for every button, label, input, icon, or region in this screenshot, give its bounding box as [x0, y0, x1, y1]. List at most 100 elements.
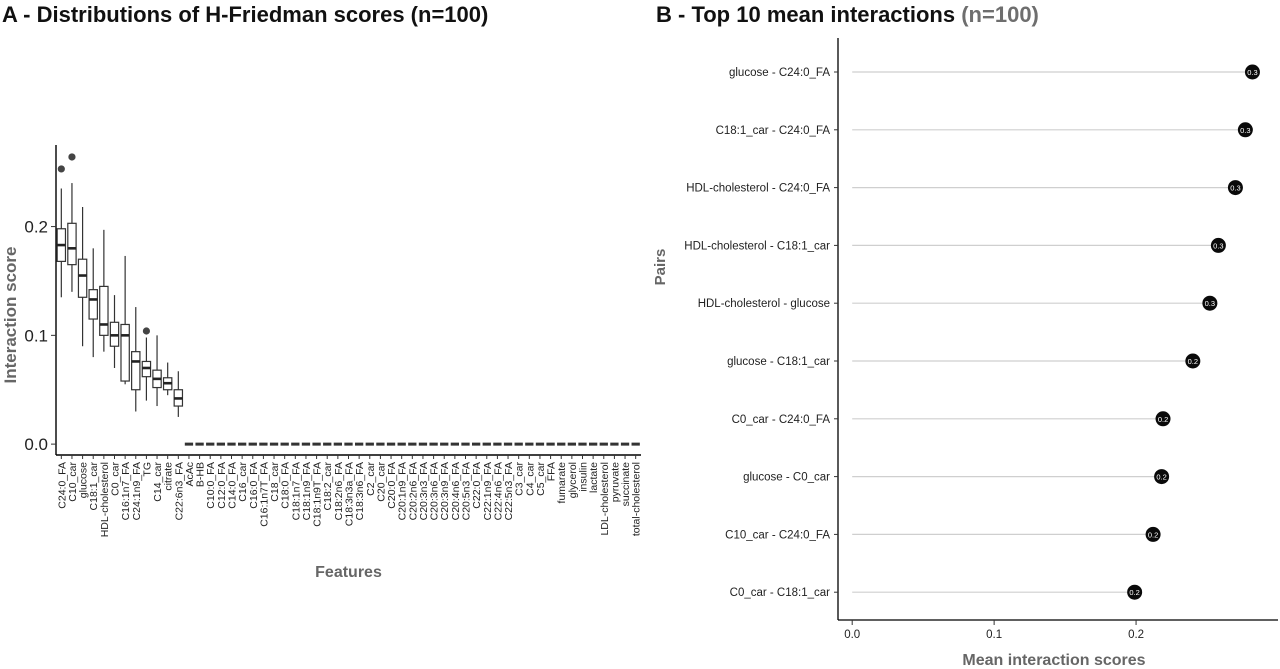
x-tick-label: C20:0_FA	[386, 462, 398, 509]
pair-label: glucose - C24:0_FA	[729, 67, 830, 79]
box-HDL-cholesterol	[99, 229, 109, 352]
x-tick-label: C20_car	[375, 462, 387, 502]
x-tick-label: C22:4n6_FA	[492, 462, 504, 520]
pair-row: C0_car - C24:0_FA 0.2	[732, 411, 1171, 427]
panel-a-title: A - Distributions of H-Friedman scores (…	[2, 2, 489, 27]
pair-label: glucose - C0_car	[743, 472, 830, 484]
x-tick-label: C18:0_FA	[280, 462, 292, 509]
pair-label: C0_car - C24:0_FA	[732, 414, 831, 426]
x-tick-label: C20:2n6_FA	[407, 462, 419, 520]
x-tick-label: C18:1n9T_FA	[312, 462, 324, 527]
pair-row: HDL-cholesterol - glucose 0.3	[698, 295, 1218, 311]
x-tick-label: HDL-cholesterol	[99, 462, 111, 537]
box-iqr	[131, 351, 141, 391]
lollipop-point	[1210, 237, 1226, 253]
x-tick-label: C22:0_FA	[471, 462, 483, 509]
x-tick-label: C24:0_FA	[56, 462, 68, 509]
pair-label: HDL-cholesterol - C18:1_car	[684, 240, 830, 252]
point-label: 0.3	[1213, 241, 1223, 250]
point-label: 0.2	[1188, 357, 1198, 366]
pair-label: HDL-cholesterol - glucose	[698, 298, 830, 310]
x-tick-label: C14:0_FA	[227, 462, 239, 509]
lollipop-point	[1227, 180, 1243, 196]
x-tick-label: AcAc	[184, 462, 196, 487]
x-tick-label: C16:1n7_FA	[120, 462, 132, 520]
x-tick-label: glucose	[78, 462, 90, 498]
x-tick-label: succinate	[620, 462, 632, 507]
panel-b-title-main: B - Top 10 mean interactions	[656, 2, 956, 27]
pair-label: HDL-cholesterol - C24:0_FA	[686, 183, 830, 195]
box-C24:1n9_FA	[131, 307, 141, 412]
x-tick-label: C10_car	[67, 462, 79, 502]
lollipop-panel: 0.0 0.1 0.2 Mean interaction scores Pairs glu…	[652, 38, 1278, 669]
lollipop-point	[1244, 64, 1260, 80]
x-tick-label: lactate	[588, 462, 600, 493]
x-tick-label: C18:1n9_FA	[301, 462, 313, 520]
box-C10_car	[67, 153, 77, 292]
x-tick-label: C20:3n3_FA	[418, 462, 430, 520]
pair-label: glucose - C18:1_car	[727, 356, 830, 368]
x-tick-label: C18:3n6_FA	[354, 462, 366, 520]
box-iqr	[67, 222, 77, 266]
x-tick-label: C18:1_car	[88, 462, 100, 511]
box-citrate	[162, 362, 173, 396]
x-tick-label: C18:1n7_FA	[290, 462, 302, 520]
outlier-point	[142, 327, 151, 335]
y-tick-label: 0.0	[24, 435, 48, 454]
y-tick-label: 0.1	[24, 326, 48, 345]
x-tick-label: C22:6n3_FA	[173, 462, 185, 520]
y-axis-title: Pairs	[652, 249, 669, 286]
x-tick-label: FFA	[546, 462, 558, 481]
x-tick-label: C16:0_FA	[248, 462, 260, 509]
pair-row: glucose - C18:1_car 0.2	[727, 353, 1201, 369]
point-label: 0.3	[1230, 184, 1240, 193]
x-tick-label: pyruvate	[609, 462, 621, 502]
outlier-point	[57, 165, 65, 173]
x-tick-label: LDL-cholesterol	[599, 462, 611, 536]
x-tick-label: C18:2_car	[322, 462, 334, 511]
x-tick-label: C20:3n6_FA	[429, 462, 441, 520]
box-TG	[141, 327, 152, 401]
x-tick-label: C24:1n9_FA	[131, 462, 143, 520]
x-tick-label: C3_car	[514, 462, 526, 496]
box-C16:1n7_FA	[120, 255, 130, 385]
x-tick-label: C0_car	[110, 462, 122, 496]
pair-row: glucose - C0_car 0.2	[743, 469, 1170, 485]
pair-row: C10_car - C24:0_FA 0.2	[725, 526, 1161, 542]
x-tick-label: C14_car	[152, 462, 164, 502]
box-C18:1_car	[88, 248, 98, 358]
lollipop-point	[1155, 411, 1171, 427]
box-C0_car	[109, 295, 120, 368]
x-tick-label: C20:4n6_FA	[450, 462, 462, 520]
pair-row: C18:1_car - C24:0_FA 0.3	[716, 122, 1253, 138]
point-label: 0.2	[1156, 473, 1166, 482]
panel-b-title: B - Top 10 mean interactions (n=100)	[656, 2, 1039, 28]
point-label: 0.3	[1240, 126, 1250, 135]
pair-row: HDL-cholesterol - C18:1_car 0.3	[684, 237, 1226, 253]
outlier-point	[68, 153, 76, 161]
lollipop-point	[1202, 295, 1218, 311]
y-axis-title: Interaction score	[1, 247, 20, 384]
lollipop-point	[1127, 584, 1143, 600]
lollipop-point	[1154, 469, 1170, 485]
box-C24:0_FA	[56, 165, 67, 298]
point-label: 0.2	[1129, 588, 1139, 597]
box-glucose	[77, 207, 88, 347]
box-iqr	[120, 323, 130, 382]
x-tick-label: C20:5n3_FA	[461, 462, 473, 520]
x-tick-label: C18_car	[269, 462, 281, 502]
x-axis-title: Features	[315, 564, 382, 581]
point-label: 0.2	[1148, 530, 1158, 539]
point-label: 0.2	[1158, 415, 1168, 424]
x-tick-label: 0.0	[844, 629, 860, 641]
pair-row: glucose - C24:0_FA 0.3	[729, 64, 1260, 80]
pair-row: HDL-cholesterol - C24:0_FA 0.3	[686, 180, 1243, 196]
x-tick-label: C22:1n9_FA	[482, 462, 494, 520]
box-iqr	[88, 289, 98, 320]
x-tick-label: C18:2n6_FA	[333, 462, 345, 520]
point-label: 0.3	[1247, 68, 1257, 77]
box-iqr	[99, 285, 109, 336]
pair-label: C18:1_car - C24:0_FA	[716, 125, 831, 137]
y-tick-label: 0.2	[24, 218, 48, 237]
